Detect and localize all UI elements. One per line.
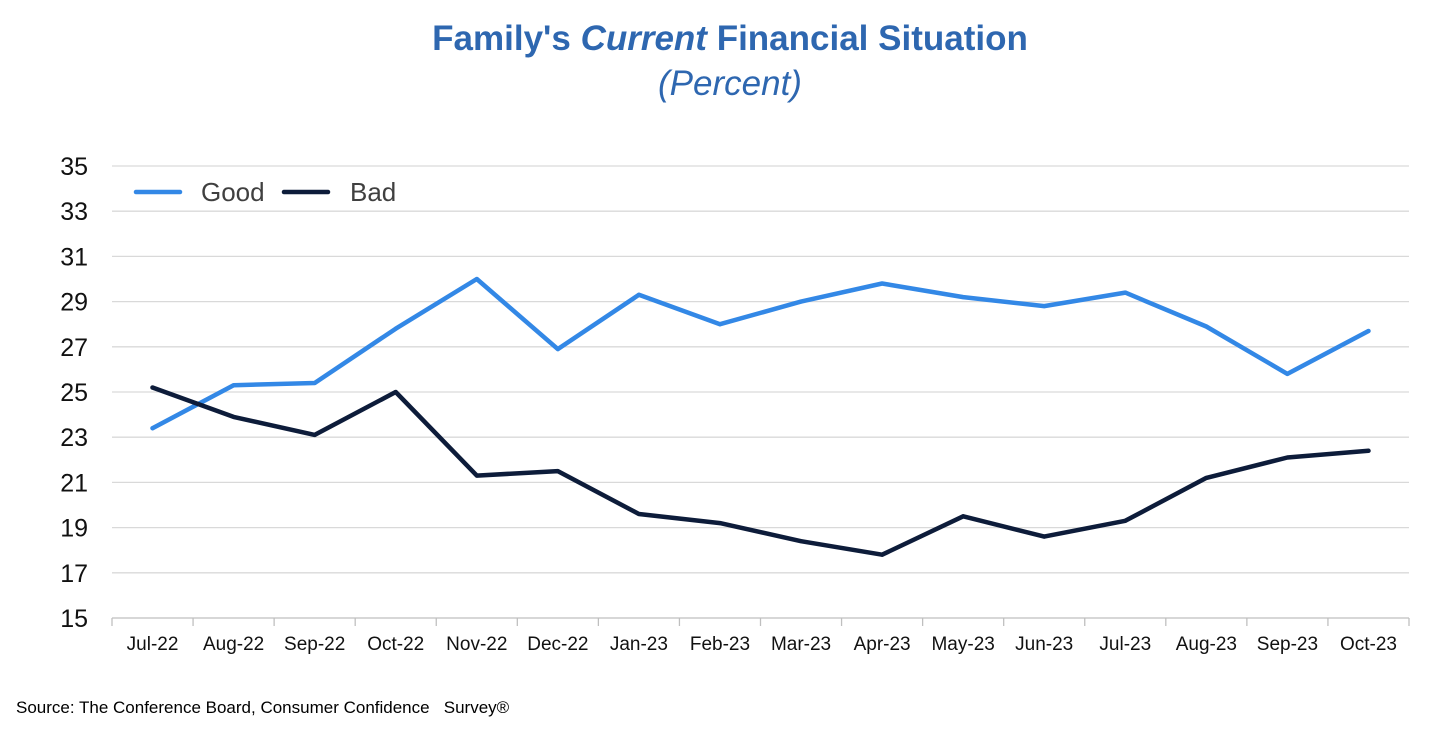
data-point-bad — [1042, 534, 1047, 539]
x-tick-label: Sep-23 — [1257, 634, 1318, 655]
data-point-good — [1204, 324, 1209, 329]
data-point-good — [1285, 371, 1290, 376]
data-point-good — [393, 326, 398, 331]
data-point-good — [474, 277, 479, 281]
y-tick-label: 17 — [60, 560, 88, 588]
data-point-bad — [880, 552, 885, 557]
x-tick-label: Feb-23 — [690, 634, 750, 655]
data-point-good — [880, 281, 885, 286]
x-tick-label: Jan-23 — [610, 634, 668, 655]
data-point-bad — [1204, 475, 1209, 480]
data-point-bad — [474, 473, 479, 478]
data-point-bad — [717, 521, 722, 526]
data-point-good — [312, 380, 317, 385]
y-tick-label: 15 — [60, 605, 88, 633]
data-point-bad — [1366, 448, 1371, 453]
data-point-good — [555, 347, 560, 352]
x-tick-label: Jul-23 — [1099, 634, 1151, 655]
chart-subtitle: (Percent) — [658, 64, 802, 103]
y-tick-label: 29 — [60, 289, 88, 317]
data-point-bad — [799, 539, 804, 544]
data-point-good — [1366, 328, 1371, 333]
data-point-bad — [1123, 518, 1128, 523]
y-tick-label: 33 — [60, 198, 88, 226]
data-point-good — [1042, 304, 1047, 309]
data-point-bad — [312, 432, 317, 437]
y-tick-label: 35 — [60, 153, 88, 181]
data-point-good — [150, 426, 155, 431]
data-point-good — [717, 322, 722, 327]
title-italic: Current — [580, 19, 707, 58]
data-point-bad — [555, 469, 560, 474]
data-point-bad — [393, 390, 398, 394]
y-tick-label: 25 — [60, 379, 88, 407]
x-tick-label: Oct-22 — [367, 634, 424, 655]
chart-title-block: Family's Current Financial Situation (Pe… — [0, 14, 1456, 104]
data-point-good — [799, 299, 804, 304]
y-tick-label: 19 — [60, 515, 88, 543]
data-point-bad — [961, 514, 966, 519]
x-tick-label: Nov-22 — [446, 634, 507, 655]
y-tick-label: 23 — [60, 424, 88, 452]
chart-title: Family's Current Financial Situation — [0, 14, 1456, 64]
data-point-good — [1123, 290, 1128, 295]
y-tick-label: 27 — [60, 334, 88, 362]
legend-label-good: Good — [201, 177, 265, 207]
data-point-good — [231, 383, 236, 388]
x-tick-label: Jul-22 — [127, 634, 179, 655]
x-tick-label: Jun-23 — [1015, 634, 1073, 655]
x-tick-label: May-23 — [931, 634, 994, 655]
y-tick-label: 21 — [60, 469, 88, 497]
x-tick-label: Mar-23 — [771, 634, 831, 655]
legend-label-bad: Bad — [350, 177, 396, 207]
data-point-bad — [231, 414, 236, 419]
title-pre: Family's — [432, 19, 581, 58]
x-tick-label: Aug-22 — [203, 634, 264, 655]
y-tick-label: 31 — [60, 243, 88, 271]
data-point-bad — [1285, 455, 1290, 460]
x-tick-label: Apr-23 — [854, 634, 911, 655]
source-note: Source: The Conference Board, Consumer C… — [16, 698, 510, 717]
series-line-bad — [150, 385, 1371, 557]
x-tick-label: Dec-22 — [527, 634, 588, 655]
series-line-good — [150, 276, 1371, 431]
x-tick-label: Oct-23 — [1340, 634, 1397, 655]
data-point-bad — [636, 512, 641, 517]
x-tick-label: Sep-22 — [284, 634, 345, 655]
data-point-bad — [150, 385, 155, 390]
data-point-good — [636, 292, 641, 297]
data-point-good — [961, 295, 966, 300]
title-post: Financial Situation — [706, 19, 1028, 58]
x-tick-label: Aug-23 — [1176, 634, 1237, 655]
